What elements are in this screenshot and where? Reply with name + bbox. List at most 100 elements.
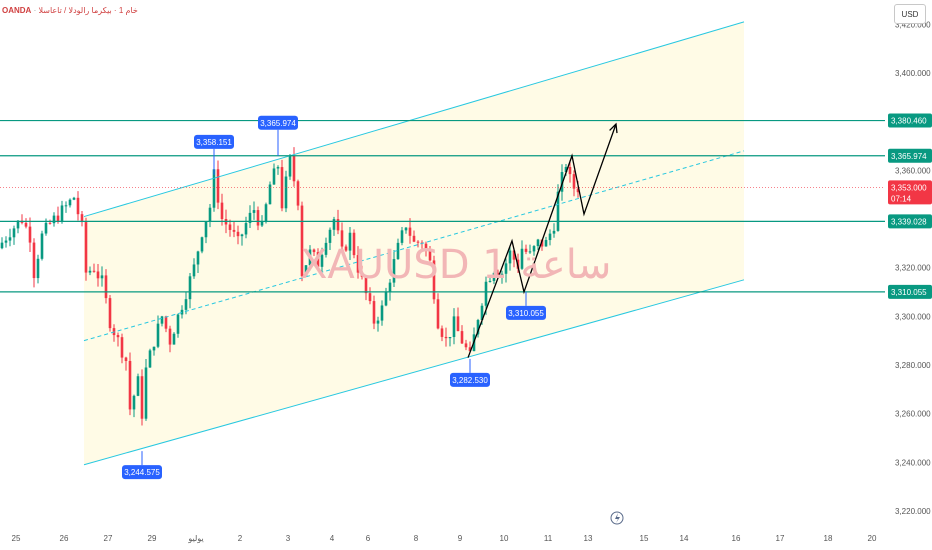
y-tick-label: 3,360.000 xyxy=(895,166,931,175)
level-badge xyxy=(888,214,932,229)
candle-body xyxy=(220,202,224,220)
chart-title: خام 1 · بيكرما رالودلا / تاعاسلا xyxy=(38,6,138,15)
candle-body xyxy=(524,248,528,252)
candle-body xyxy=(468,347,472,352)
projection-arrowhead xyxy=(609,122,618,134)
x-tick-label: 9 xyxy=(458,534,463,543)
candle-body xyxy=(32,242,36,279)
candle-body xyxy=(464,343,468,348)
candle-body xyxy=(292,155,296,182)
candle-body xyxy=(64,205,68,207)
candle-body xyxy=(476,320,480,335)
candle-body xyxy=(228,224,232,230)
callout-label: 3,310.055 xyxy=(508,309,544,318)
candle-body xyxy=(268,184,272,205)
candle-body xyxy=(40,233,44,259)
candle-body xyxy=(56,215,60,222)
candle-body xyxy=(92,270,96,272)
candle-body xyxy=(248,212,252,224)
candle-body xyxy=(244,223,248,235)
candle-body xyxy=(456,316,460,332)
candle-body xyxy=(396,242,400,260)
candle-body xyxy=(548,233,552,241)
level-badge xyxy=(888,113,932,128)
candle-body xyxy=(68,199,72,206)
candle-body xyxy=(388,282,392,292)
callout-box xyxy=(194,134,234,149)
candle-body xyxy=(488,280,492,282)
candle-body xyxy=(252,210,256,213)
current-price-badge xyxy=(888,180,932,205)
x-tick-label: 26 xyxy=(60,534,69,543)
chart-header: OANDA · خام 1 · بيكرما رالودلا / تاعاسلا xyxy=(2,6,138,15)
candle-body xyxy=(368,293,372,302)
currency-button[interactable]: USD xyxy=(894,4,926,24)
candle-body xyxy=(444,336,448,339)
candle-body xyxy=(24,222,28,227)
bar-countdown-label: 07:14 xyxy=(891,194,912,203)
candle-body xyxy=(332,219,336,230)
candle-body xyxy=(28,226,32,243)
level-badge-label: 3,310.055 xyxy=(891,288,927,297)
y-tick-label: 3,400.000 xyxy=(895,69,931,78)
candle-body xyxy=(480,305,484,321)
x-tick-label: 3 xyxy=(286,534,291,543)
candle-body xyxy=(540,239,544,247)
candle-body xyxy=(136,376,140,396)
candle-body xyxy=(324,242,328,255)
candle-body xyxy=(308,249,312,266)
candle-body xyxy=(52,215,56,224)
candle-body xyxy=(200,237,204,252)
candle-body xyxy=(148,350,152,368)
candle-body xyxy=(496,272,500,276)
y-tick-label: 3,260.000 xyxy=(895,410,931,419)
candle-body xyxy=(36,258,40,279)
candle-body xyxy=(492,272,496,281)
candle-body xyxy=(12,228,16,238)
candle-body xyxy=(392,259,396,283)
candle-body xyxy=(432,260,436,300)
candle-body xyxy=(304,265,308,277)
candle-body xyxy=(60,205,64,222)
candle-body xyxy=(344,246,348,251)
x-tick-label: 8 xyxy=(414,534,419,543)
candle-body xyxy=(16,220,20,229)
candle-body xyxy=(400,230,404,243)
candle-body xyxy=(72,197,76,200)
lightning-icon-bolt xyxy=(615,513,620,523)
candle-body xyxy=(264,204,268,222)
candle-body xyxy=(256,210,260,226)
candle-body xyxy=(48,222,52,224)
candle-body xyxy=(452,316,456,337)
x-tick-label: 15 xyxy=(640,534,649,543)
level-badge-label: 3,365.974 xyxy=(891,152,927,161)
candle-body xyxy=(216,169,220,203)
drawings-layer xyxy=(0,21,885,466)
x-tick-label: 16 xyxy=(732,534,741,543)
callout-box xyxy=(258,115,298,130)
candle-body xyxy=(144,367,148,419)
candle-body xyxy=(76,197,80,215)
candle-body xyxy=(316,252,320,267)
candle-body xyxy=(300,205,304,277)
candle-body xyxy=(440,328,444,337)
candle-body xyxy=(536,239,540,247)
channel-fill-layer xyxy=(84,21,744,465)
candle-body xyxy=(212,169,216,208)
candle-body xyxy=(404,227,408,231)
candle-body xyxy=(364,276,368,294)
candle-body xyxy=(360,272,364,277)
candle-body xyxy=(140,376,144,419)
callout-label: 3,282.530 xyxy=(452,376,488,385)
x-tick-label: 17 xyxy=(776,534,785,543)
candle-body xyxy=(556,191,560,231)
x-tick-label: 10 xyxy=(500,534,509,543)
candle-body xyxy=(564,166,568,173)
candle-body xyxy=(348,232,352,251)
candle-body xyxy=(424,243,428,251)
candle-body xyxy=(512,250,516,260)
candle-body xyxy=(180,309,184,315)
y-tick-label: 3,280.000 xyxy=(895,361,931,370)
candle-body xyxy=(120,337,124,358)
